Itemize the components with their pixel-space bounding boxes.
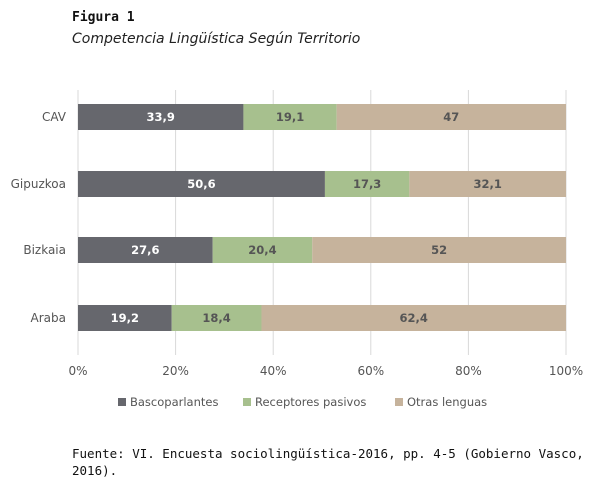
figure-caption: Fuente: VI. Encuesta sociolingüística-20… <box>72 446 584 478</box>
stacked-bar-chart: 0% 20% 40% 60% 80% 100% CAV 33,9 19,1 47 Gipuzkoa 5… <box>11 90 583 409</box>
bar-segment <box>78 104 244 130</box>
chart-container: 0% 20% 40% 60% 80% 100% CAV 33,9 19,1 47 Gipuzkoa 5… <box>0 80 596 420</box>
legend-label: Otras lenguas <box>407 395 487 409</box>
legend-label: Receptores pasivos <box>255 395 366 409</box>
bar-segment <box>243 104 337 130</box>
category-label: CAV <box>42 110 67 124</box>
data-label: 17,3 <box>353 177 381 191</box>
category-label: Gipuzkoa <box>11 177 66 191</box>
legend-swatch <box>118 398 126 406</box>
x-tick-label: 40% <box>260 364 287 378</box>
data-label: 32,1 <box>473 177 501 191</box>
figure-label: Figura 1 <box>72 10 135 25</box>
category-label: Bizkaia <box>23 243 66 257</box>
data-label: 27,6 <box>131 243 159 257</box>
legend-swatch <box>395 398 403 406</box>
data-label: 50,6 <box>187 177 215 191</box>
legend-label: Bascoparlantes <box>130 395 218 409</box>
data-label: 19,2 <box>111 311 139 325</box>
figure-title: Competencia Lingüística Según Territorio <box>72 31 361 47</box>
x-tick-label: 0% <box>68 364 87 378</box>
data-label: 20,4 <box>248 243 276 257</box>
bar-segment <box>78 237 213 263</box>
x-tick-label: 20% <box>162 364 189 378</box>
category-label: Araba <box>31 311 66 325</box>
data-label: 19,1 <box>276 110 304 124</box>
legend-swatch <box>243 398 251 406</box>
data-label: 47 <box>443 110 459 124</box>
x-tick-label: 100% <box>549 364 583 378</box>
data-label: 62,4 <box>400 311 428 325</box>
bar-segment <box>261 305 566 331</box>
data-label: 52 <box>431 243 447 257</box>
bar-segment <box>212 237 313 263</box>
bar-segment <box>312 237 566 263</box>
bar-segment <box>409 171 566 197</box>
bar-segment <box>336 104 566 130</box>
data-label: 18,4 <box>202 311 230 325</box>
x-tick-label: 60% <box>357 364 384 378</box>
x-tick-label: 80% <box>455 364 482 378</box>
bar-segment <box>324 171 410 197</box>
bar-segment <box>78 305 172 331</box>
data-label: 33,9 <box>147 110 175 124</box>
bar-segment <box>78 171 325 197</box>
bar-segment <box>171 305 262 331</box>
